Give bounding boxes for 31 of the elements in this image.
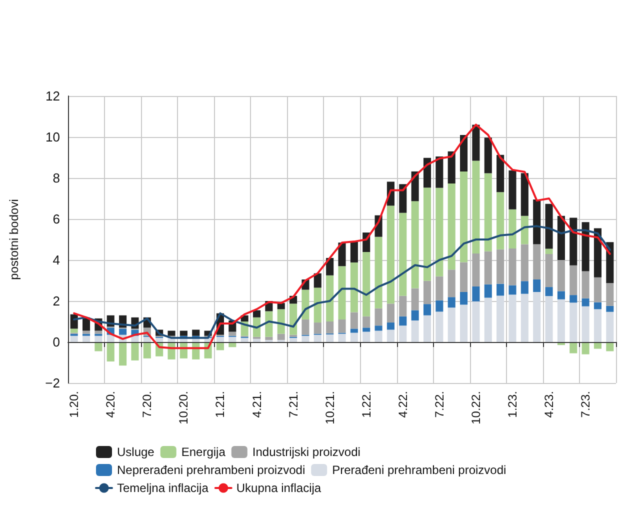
- legend-label: Neprerađeni prehrambeni proizvodi: [117, 463, 306, 477]
- x-tick-label: 7.22.: [432, 391, 446, 418]
- x-tick-label: 4.22.: [396, 391, 410, 418]
- x-tick-label: 4.23.: [542, 391, 556, 418]
- x-tick-label: 4.20.: [104, 391, 118, 418]
- legend-label: Usluge: [117, 445, 155, 459]
- legend-label: Temeljna inflacija: [117, 481, 209, 495]
- legend-label: Industrijski proizvodi: [252, 445, 360, 459]
- x-tick-label: 1.23.: [505, 391, 520, 418]
- y-tick-label: 8: [52, 170, 60, 186]
- x-tick-label: 10.21.: [322, 391, 337, 424]
- x-tick-label: 7.21.: [286, 391, 300, 418]
- y-tick-label: 10: [46, 130, 60, 144]
- legend-label: Energija: [181, 445, 226, 459]
- x-tick-label: 1.21.: [213, 391, 228, 418]
- x-tick-label: 4.21.: [250, 391, 264, 418]
- x-tick-label: 1.20.: [67, 391, 82, 418]
- legend-label: Ukupna inflacija: [236, 481, 322, 495]
- x-tick-label: 10.20.: [176, 391, 191, 424]
- legend-label: Prerađeni prehrambeni proizvodi: [332, 463, 506, 477]
- x-tick-label: 1.22.: [359, 391, 374, 418]
- y-tick-label: 12: [46, 88, 60, 104]
- x-tick-label: 7.20.: [140, 391, 154, 418]
- x-tick-label: 7.23.: [578, 391, 593, 418]
- x-tick-label: 10.22.: [468, 391, 483, 424]
- y-tick-label: 2: [52, 294, 60, 308]
- y-tick-label: 0: [52, 334, 60, 350]
- y-tick-label: −2: [45, 376, 60, 390]
- y-axis-title: postotni bodovi: [7, 199, 21, 280]
- y-tick-label: 6: [52, 212, 60, 226]
- y-tick-label: 4: [52, 252, 60, 268]
